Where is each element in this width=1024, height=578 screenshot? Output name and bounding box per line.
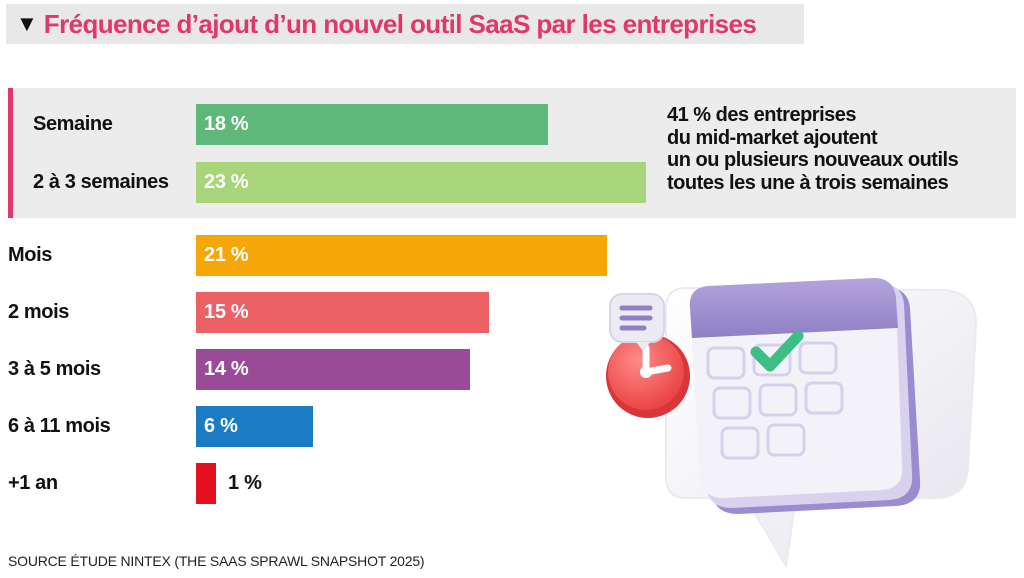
highlight-note: 41 % des entreprises du mid-market ajout… (667, 104, 1007, 194)
bar-value-label: 1 % (228, 472, 262, 494)
bar-value-label: 6 % (204, 415, 238, 437)
bar-value-label: 15 % (204, 301, 249, 323)
bar (196, 292, 489, 333)
chart-title-text: Fréquence d’ajout d’un nouvel outil SaaS… (43, 8, 757, 39)
category-label: 3 à 5 mois (8, 358, 101, 380)
category-label: +1 an (8, 472, 58, 494)
bar (196, 235, 607, 276)
category-label: Semaine (33, 113, 113, 135)
category-label: 2 à 3 semaines (33, 171, 169, 193)
bar (196, 104, 548, 145)
note-line: 41 % des entreprises (667, 104, 857, 126)
bar (196, 349, 470, 390)
bar (196, 406, 313, 447)
note-line: un ou plusieurs nouveaux outils (667, 149, 959, 171)
source-note: SOURCE ÉTUDE NINTEX (THE SAAS SPRAWL SNA… (8, 553, 425, 569)
bar-value-label: 14 % (204, 358, 249, 380)
category-label: 6 à 11 mois (8, 415, 111, 437)
bar (196, 463, 216, 504)
chart-title: ▼ Fréquence d’ajout d’un nouvel outil Sa… (6, 4, 804, 44)
note-line: toutes les une à trois semaines (667, 171, 949, 194)
triangle-down-icon: ▼ (16, 11, 38, 36)
category-label: Mois (8, 244, 52, 266)
note-line: du mid-market ajoutent (667, 126, 878, 149)
bar-value-label: 23 % (204, 171, 249, 193)
category-label: 2 mois (8, 301, 69, 323)
bar-value-label: 21 % (204, 244, 249, 266)
bar-value-label: 18 % (204, 113, 249, 135)
bar (196, 162, 646, 203)
calendar-clock-icon (606, 278, 978, 569)
